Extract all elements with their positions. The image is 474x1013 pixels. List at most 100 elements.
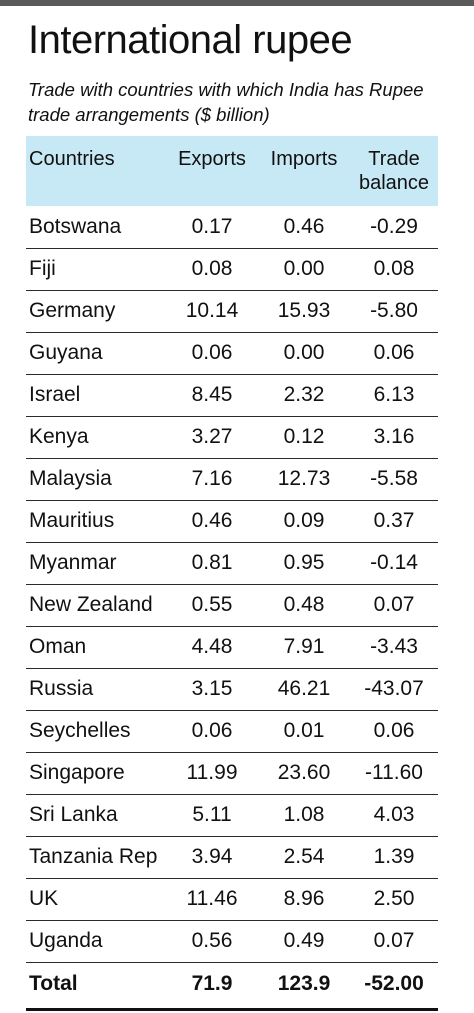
total-row: Total 71.9 123.9 -52.00 — [26, 962, 438, 1006]
trade-balance-cell: 6.13 — [373, 383, 415, 406]
column-header-countries: Countries — [29, 148, 115, 170]
bottom-rule — [26, 1008, 438, 1011]
trade-balance-cell: -52.00 — [364, 972, 424, 996]
table-row: Tanzania Rep 3.94 2.54 1.39 — [26, 836, 438, 878]
country-cell: Kenya — [29, 425, 89, 448]
imports-cell: 2.54 — [283, 845, 325, 868]
exports-cell: 0.46 — [191, 509, 233, 532]
imports-cell: 123.9 — [277, 972, 331, 996]
trade-balance-cell: -3.43 — [370, 635, 418, 658]
header-row: Countries Exports Imports Trade balance — [26, 136, 438, 206]
country-cell: Malaysia — [29, 467, 112, 490]
trade-table: Countries Exports Imports Trade balance … — [26, 136, 438, 1006]
imports-cell: 46.21 — [277, 677, 331, 700]
exports-cell: 11.46 — [186, 887, 238, 910]
exports-cell: 11.99 — [186, 761, 238, 784]
country-cell: UK — [29, 887, 59, 910]
country-cell: Israel — [29, 383, 81, 406]
column-header-exports: Exports — [178, 148, 246, 170]
exports-cell: 0.17 — [191, 214, 233, 238]
exports-cell: 0.55 — [191, 593, 233, 616]
table-row: Guyana 0.06 0.00 0.06 — [26, 332, 438, 374]
imports-cell: 2.32 — [283, 383, 325, 406]
country-cell: Botswana — [29, 214, 122, 238]
top-rule — [0, 0, 474, 6]
imports-cell: 8.96 — [283, 887, 325, 910]
table-row: Malaysia 7.16 12.73 -5.58 — [26, 458, 438, 500]
exports-cell: 3.27 — [191, 425, 233, 448]
country-cell: Sri Lanka — [29, 803, 118, 826]
country-cell: Uganda — [29, 929, 103, 952]
table-row: Singapore 11.99 23.60 -11.60 — [26, 752, 438, 794]
imports-cell: 7.91 — [283, 635, 325, 658]
exports-cell: 8.45 — [191, 383, 233, 406]
column-header-trade-balance: Trade balance — [358, 148, 430, 194]
table-row: Kenya 3.27 0.12 3.16 — [26, 416, 438, 458]
imports-cell: 0.95 — [283, 551, 325, 574]
exports-cell: 3.15 — [191, 677, 233, 700]
trade-balance-cell: 0.06 — [373, 719, 415, 742]
country-cell: Russia — [29, 677, 94, 700]
country-cell: Myanmar — [29, 551, 117, 574]
chart-title: International rupee — [28, 18, 353, 62]
country-cell: Mauritius — [29, 509, 115, 532]
table-row: Germany 10.14 15.93 -5.80 — [26, 290, 438, 332]
country-cell: Germany — [29, 299, 116, 322]
exports-cell: 0.81 — [191, 551, 233, 574]
table-row: Russia 3.15 46.21 -43.07 — [26, 668, 438, 710]
country-cell: Seychelles — [29, 719, 131, 742]
exports-cell: 0.06 — [191, 341, 233, 364]
table-row: Botswana 0.17 0.46 -0.29 — [26, 206, 438, 248]
table-row: Fiji 0.08 0.00 0.08 — [26, 248, 438, 290]
table-row: Seychelles 0.06 0.01 0.06 — [26, 710, 438, 752]
trade-balance-cell: 0.06 — [373, 341, 415, 364]
trade-balance-cell: 2.50 — [373, 887, 415, 910]
imports-cell: 0.09 — [283, 509, 325, 532]
table-row: Mauritius 0.46 0.09 0.37 — [26, 500, 438, 542]
imports-cell: 0.48 — [283, 593, 325, 616]
country-cell: Tanzania Rep — [29, 845, 158, 868]
exports-cell: 3.94 — [191, 845, 233, 868]
imports-cell: 0.00 — [283, 257, 325, 280]
trade-balance-cell: 0.08 — [373, 257, 415, 280]
trade-balance-cell: -5.80 — [370, 299, 418, 322]
imports-cell: 12.73 — [277, 467, 331, 490]
table-body: Botswana 0.17 0.46 -0.29 Fiji 0.08 0.00 0.08 Ger… — [26, 206, 438, 1006]
exports-cell: 0.08 — [191, 257, 233, 280]
trade-balance-cell: -43.07 — [364, 677, 424, 700]
exports-cell: 5.11 — [192, 803, 232, 826]
trade-balance-cell: 0.07 — [373, 929, 415, 952]
imports-cell: 1.08 — [283, 803, 325, 826]
trade-balance-cell: -0.14 — [370, 551, 418, 574]
exports-cell: 0.06 — [191, 719, 233, 742]
trade-balance-cell: -0.29 — [370, 214, 418, 238]
imports-cell: 0.49 — [283, 929, 325, 952]
exports-cell: 4.48 — [191, 635, 233, 658]
table-row: Israel 8.45 2.32 6.13 — [26, 374, 438, 416]
country-cell: Oman — [29, 635, 87, 658]
country-cell: Guyana — [29, 341, 103, 364]
imports-cell: 0.12 — [283, 425, 325, 448]
trade-balance-cell: -5.58 — [370, 467, 418, 490]
country-cell: Total — [29, 972, 78, 996]
imports-cell: 0.46 — [283, 214, 325, 238]
imports-cell: 0.00 — [283, 341, 325, 364]
imports-cell: 15.93 — [277, 299, 331, 322]
country-cell: Fiji — [29, 257, 56, 280]
imports-cell: 23.60 — [277, 761, 331, 784]
table-row: New Zealand 0.55 0.48 0.07 — [26, 584, 438, 626]
chart-subtitle: Trade with countries with which India ha… — [28, 79, 424, 125]
trade-balance-cell: 0.37 — [373, 509, 415, 532]
exports-cell: 0.56 — [191, 929, 233, 952]
table-row: Oman 4.48 7.91 -3.43 — [26, 626, 438, 668]
country-cell: New Zealand — [29, 593, 153, 616]
table-row: Uganda 0.56 0.49 0.07 — [26, 920, 438, 962]
country-cell: Singapore — [29, 761, 125, 784]
exports-cell: 71.9 — [191, 972, 233, 996]
table-row: Myanmar 0.81 0.95 -0.14 — [26, 542, 438, 584]
exports-cell: 7.16 — [191, 467, 233, 490]
table-row: Sri Lanka 5.11 1.08 4.03 — [26, 794, 438, 836]
column-header-imports: Imports — [270, 148, 338, 170]
imports-cell: 0.01 — [283, 719, 325, 742]
trade-balance-cell: 0.07 — [373, 593, 415, 616]
